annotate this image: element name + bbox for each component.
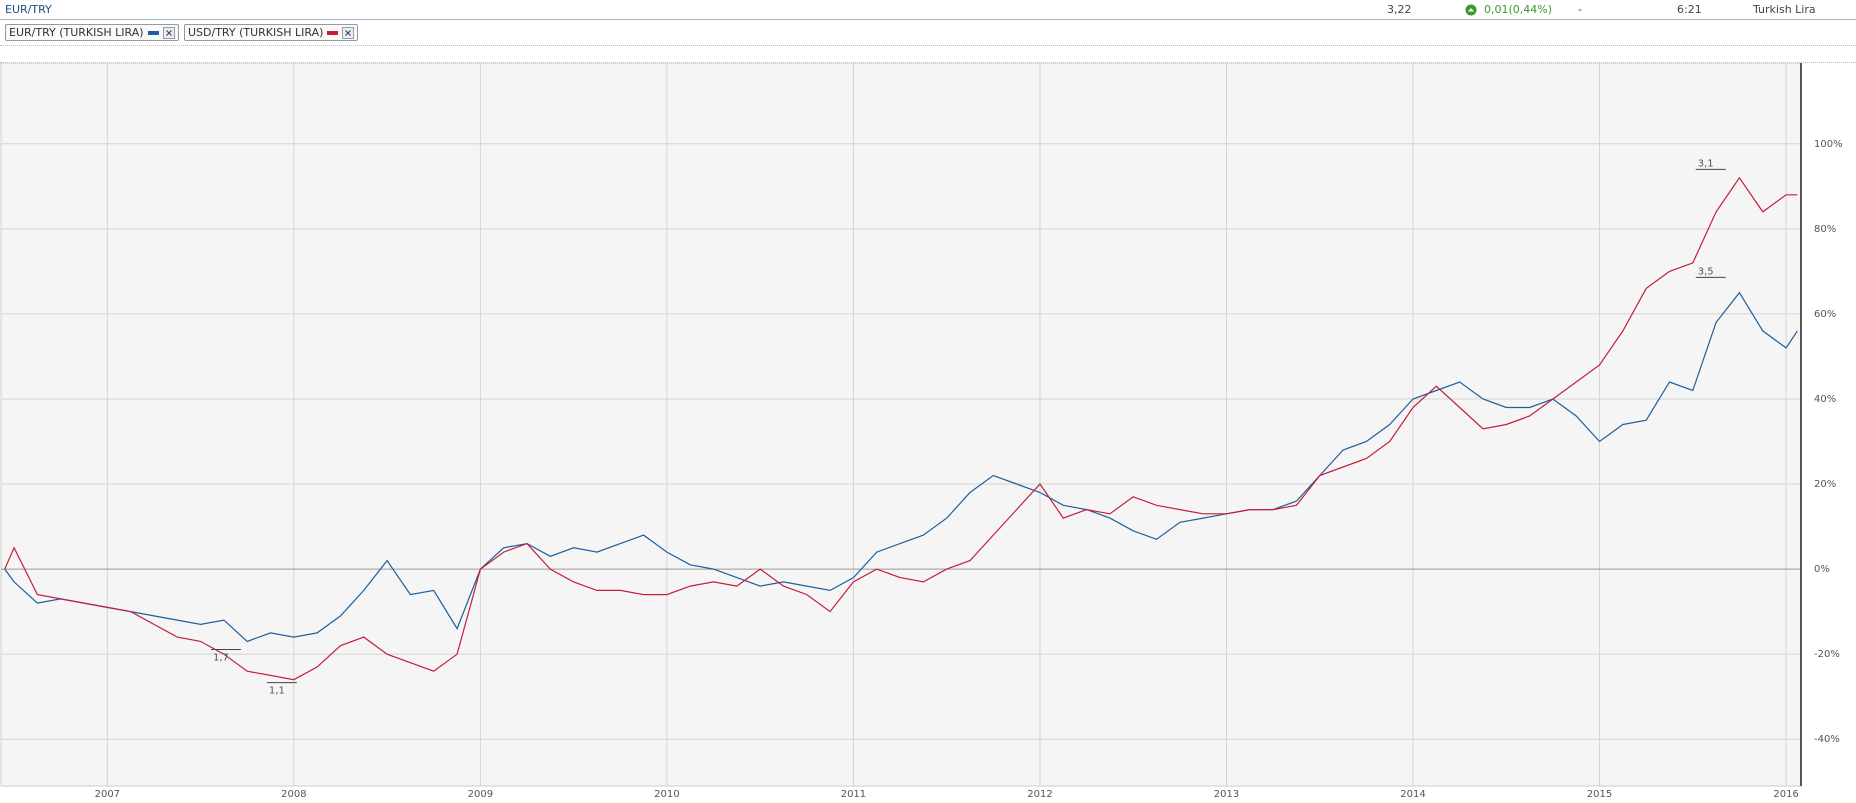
legend-swatch [147, 30, 159, 35]
x-tick-label: 2012 [1027, 789, 1052, 800]
x-tick-label: 2016 [1773, 789, 1798, 800]
x-tick-label: 2014 [1400, 789, 1425, 800]
time: 6:21 [1677, 3, 1702, 16]
y-tick-label: 60% [1814, 309, 1836, 320]
header-bar: EUR/TRY 3,22 0,01(0,44%) - 6:21 Turkish … [0, 0, 1856, 20]
x-tick-label: 2013 [1214, 789, 1239, 800]
y-tick-label: 0% [1814, 564, 1830, 575]
currency: Turkish Lira [1753, 3, 1816, 16]
x-tick-label: 2011 [841, 789, 866, 800]
chart: 2007 2008 2009 2010 2011 2012 2013 2014 2015 2016… [0, 63, 1843, 800]
y-tick-label: 100% [1814, 139, 1843, 150]
legend: EUR/TRY (TURKISH LIRA) USD/TRY (TURKISH L… [0, 20, 1856, 46]
x-tick-label: 2015 [1587, 789, 1612, 800]
x-tick-label: 2007 [95, 789, 120, 800]
series-line [4, 291, 1798, 643]
remove-button[interactable] [342, 26, 355, 39]
plot-area [0, 63, 1802, 787]
legend-item[interactable]: USD/TRY (TURKISH LIRA) [184, 24, 359, 41]
remove-button[interactable] [162, 26, 175, 39]
dash: - [1578, 3, 1582, 16]
x-tick-label: 2009 [468, 789, 493, 800]
y-tick-label: 20% [1814, 479, 1836, 490]
legend-label: EUR/TRY (TURKISH LIRA) [9, 26, 144, 39]
x-tick-label: 2010 [654, 789, 679, 800]
up-icon [1465, 4, 1477, 16]
legend-item[interactable]: EUR/TRY (TURKISH LIRA) [5, 24, 179, 41]
change: 0,01(0,44%) [1484, 3, 1553, 16]
legend-label: USD/TRY (TURKISH LIRA) [188, 26, 324, 39]
annotation: 3,5 [1698, 266, 1714, 277]
annotation: 1,7 [213, 652, 229, 663]
series-line [4, 176, 1798, 681]
x-tick-label: 2008 [281, 789, 306, 800]
symbol[interactable]: EUR/TRY [5, 3, 52, 16]
y-tick-label: 80% [1814, 224, 1836, 235]
y-tick-label: 40% [1814, 394, 1836, 405]
legend-swatch [327, 30, 339, 35]
annotation: 1,1 [269, 686, 285, 697]
y-tick-label: -20% [1814, 649, 1840, 660]
annotation: 3,1 [1698, 158, 1714, 169]
y-tick-label: -40% [1814, 734, 1840, 745]
price: 3,22 [1387, 3, 1412, 16]
